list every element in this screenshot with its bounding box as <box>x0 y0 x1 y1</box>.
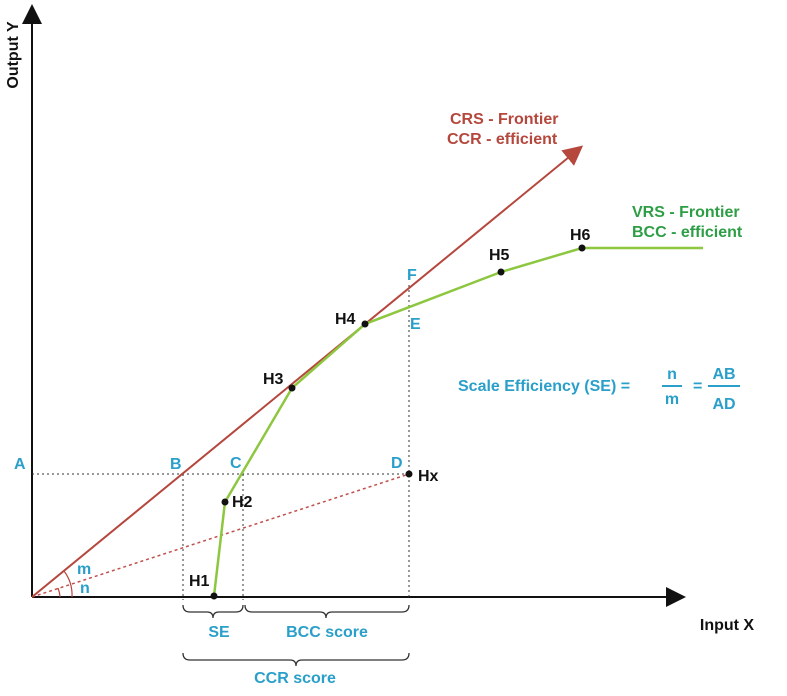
formula-text: m <box>665 391 679 408</box>
angle-label: n <box>80 580 90 597</box>
point-label: H1 <box>189 573 210 590</box>
point-label: H5 <box>489 247 510 264</box>
vrs-line <box>212 246 703 597</box>
formula-text: n <box>667 366 677 383</box>
point-label: H3 <box>263 371 284 388</box>
angle-label: m <box>77 561 91 578</box>
crs-line <box>31 145 584 598</box>
brace-label: BCC score <box>286 624 368 641</box>
crs-label: CRS - Frontier <box>450 111 558 128</box>
angle-arc <box>57 587 61 598</box>
brace-label: SE <box>208 624 230 641</box>
letter: D <box>391 455 403 472</box>
guides <box>32 285 410 600</box>
letter: C <box>230 455 242 472</box>
formula-text: Scale Efficiency (SE) = <box>458 378 630 395</box>
braces <box>182 604 410 667</box>
crs-label: CCR - efficient <box>447 131 558 148</box>
letter: A <box>14 456 26 473</box>
x-axis-label: Input X <box>700 617 755 634</box>
letter: F <box>407 267 417 284</box>
letter: B <box>170 456 182 473</box>
vrs-label: BCC - efficient <box>632 224 743 241</box>
angle-arc <box>63 570 73 598</box>
point-label: H2 <box>232 494 253 511</box>
dots <box>210 244 586 600</box>
letter: E <box>410 316 421 333</box>
point-label: Hx <box>418 468 439 485</box>
brace-label: CCR score <box>254 670 336 687</box>
formula-text: AB <box>712 366 735 383</box>
point-label: H6 <box>570 227 591 244</box>
formula-text: = <box>693 378 702 395</box>
y-axis-label: Output Y <box>5 21 22 89</box>
point-label: H4 <box>335 311 356 328</box>
formula-text: AD <box>712 396 735 413</box>
vrs-label: VRS - Frontier <box>632 204 740 221</box>
